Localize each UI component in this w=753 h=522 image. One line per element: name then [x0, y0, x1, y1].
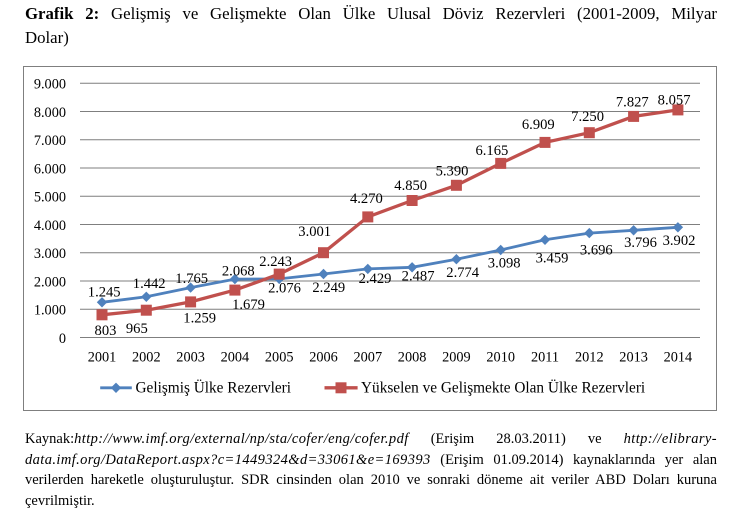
svg-text:3.001: 3.001 [298, 224, 331, 240]
svg-text:6.000: 6.000 [34, 161, 66, 177]
svg-text:2002: 2002 [132, 350, 161, 366]
svg-text:1.000: 1.000 [34, 303, 66, 319]
svg-text:3.098: 3.098 [488, 256, 521, 272]
svg-text:3.902: 3.902 [663, 233, 696, 249]
svg-text:Gelişmiş Ülke Rezervleri: Gelişmiş Ülke Rezervleri [136, 379, 291, 396]
svg-text:6.165: 6.165 [475, 143, 508, 159]
svg-text:2.068: 2.068 [222, 264, 255, 280]
svg-text:1.765: 1.765 [175, 271, 208, 287]
svg-text:7.250: 7.250 [571, 109, 604, 125]
svg-text:Yükselen ve Gelişmekte Olan Ül: Yükselen ve Gelişmekte Olan Ülke Rezervl… [361, 379, 645, 396]
svg-text:2011: 2011 [531, 350, 559, 366]
svg-text:4.000: 4.000 [34, 218, 66, 234]
svg-text:1.442: 1.442 [133, 276, 166, 292]
svg-text:2001: 2001 [88, 350, 117, 366]
svg-text:2007: 2007 [354, 350, 383, 366]
svg-text:2.774: 2.774 [446, 265, 480, 281]
svg-text:3.459: 3.459 [536, 251, 569, 267]
svg-text:2008: 2008 [398, 350, 427, 366]
svg-text:3.696: 3.696 [580, 243, 613, 259]
svg-text:2.487: 2.487 [402, 268, 435, 284]
svg-text:2009: 2009 [442, 350, 471, 366]
svg-text:803: 803 [95, 323, 117, 339]
svg-text:2013: 2013 [619, 350, 648, 366]
svg-text:7.000: 7.000 [34, 133, 66, 149]
svg-text:2.076: 2.076 [268, 281, 301, 297]
svg-text:3.000: 3.000 [34, 246, 66, 262]
svg-text:3.796: 3.796 [624, 235, 657, 251]
svg-text:4.850: 4.850 [394, 178, 427, 194]
svg-text:2014: 2014 [664, 350, 693, 366]
svg-text:2.000: 2.000 [34, 274, 66, 290]
svg-text:5.000: 5.000 [34, 190, 66, 206]
svg-text:8.057: 8.057 [658, 93, 691, 109]
svg-text:8.000: 8.000 [34, 105, 66, 121]
svg-text:5.390: 5.390 [436, 164, 469, 180]
svg-text:4.270: 4.270 [350, 191, 383, 207]
svg-text:2.243: 2.243 [259, 254, 292, 270]
svg-text:2005: 2005 [265, 350, 294, 366]
svg-text:7.827: 7.827 [616, 95, 649, 111]
svg-text:965: 965 [126, 321, 148, 337]
svg-text:9.000: 9.000 [34, 77, 66, 93]
svg-text:2004: 2004 [221, 350, 250, 366]
svg-text:1.245: 1.245 [88, 285, 121, 301]
svg-text:1.259: 1.259 [183, 311, 216, 327]
svg-text:2.429: 2.429 [359, 271, 392, 287]
svg-text:2.249: 2.249 [312, 280, 345, 296]
svg-text:2010: 2010 [486, 350, 515, 366]
svg-text:2006: 2006 [309, 350, 338, 366]
svg-text:2012: 2012 [575, 350, 604, 366]
svg-text:1.679: 1.679 [232, 297, 265, 313]
svg-text:2003: 2003 [176, 350, 205, 366]
svg-text:6.909: 6.909 [522, 117, 555, 133]
svg-text:0: 0 [59, 331, 66, 347]
